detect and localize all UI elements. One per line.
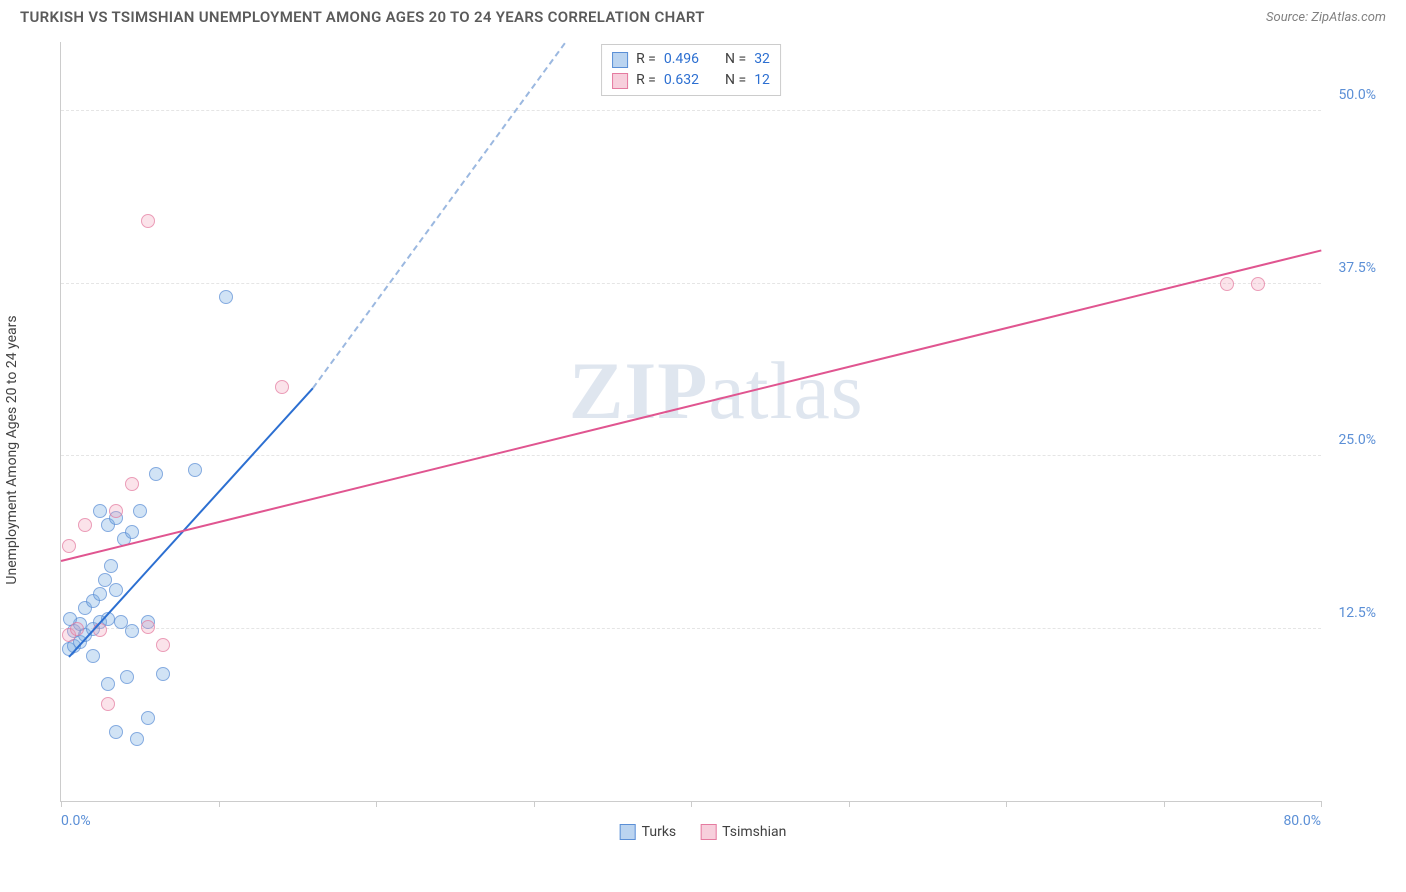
data-point [1251,277,1265,291]
x-tick [61,801,62,807]
x-tick [1321,801,1322,807]
data-point [70,622,84,636]
x-tick [849,801,850,807]
data-point [1220,277,1234,291]
y-tick-label: 50.0% [1338,87,1376,103]
data-point [109,583,123,597]
data-point [149,467,163,481]
x-tick-label: 0.0% [61,813,91,829]
legend-item: Tsimshian [700,824,786,840]
data-point [156,638,170,652]
r-label: R = [636,49,656,70]
n-label: N = [725,49,746,70]
data-point [130,732,144,746]
x-tick [1006,801,1007,807]
data-point [62,539,76,553]
data-point [109,504,123,518]
stats-box: R = 0.496 N = 32 R = 0.632 N = 12 [601,44,781,96]
x-tick [534,801,535,807]
y-tick-label: 12.5% [1338,605,1376,621]
legend-item: Turks [620,824,677,840]
legend-swatch [620,824,636,840]
data-point [101,697,115,711]
data-point [133,504,147,518]
data-point [120,670,134,684]
stats-row: R = 0.632 N = 12 [612,70,770,91]
trend-line [312,42,566,388]
data-point [101,677,115,691]
x-tick [1164,801,1165,807]
y-tick-label: 37.5% [1338,260,1376,276]
data-point [188,463,202,477]
n-value: 12 [754,70,770,91]
r-label: R = [636,70,656,91]
data-point [109,725,123,739]
x-tick [691,801,692,807]
n-label: N = [725,70,746,91]
source-label: Source: ZipAtlas.com [1266,10,1386,25]
r-value: 0.632 [664,70,699,91]
data-point [156,667,170,681]
data-point [93,504,107,518]
scatter-plot: ZIPatlas R =0.496N =32R =0.632N =12 12.5… [60,42,1321,802]
data-point [141,620,155,634]
stats-row: R = 0.496 N = 32 [612,49,770,70]
chart-title: TURKISH VS TSIMSHIAN UNEMPLOYMENT AMONG … [20,8,705,26]
data-point [219,290,233,304]
x-tick-label: 80.0% [1283,813,1321,829]
data-point [141,711,155,725]
trend-line [61,249,1321,561]
data-point [86,649,100,663]
gridline [61,110,1321,111]
r-value: 0.496 [664,49,699,70]
data-point [275,380,289,394]
legend-swatch [612,73,628,89]
gridline [61,283,1321,284]
gridline [61,628,1321,629]
x-tick [219,801,220,807]
data-point [104,559,118,573]
legend-swatch [612,52,628,68]
legend-label: Turks [642,824,677,840]
data-point [93,587,107,601]
data-point [78,518,92,532]
data-point [125,525,139,539]
y-tick-label: 25.0% [1338,432,1376,448]
legend-swatch [700,824,716,840]
legend: Turks Tsimshian [620,824,787,840]
data-point [125,477,139,491]
y-axis-label: Unemployment Among Ages 20 to 24 years [4,315,20,584]
data-point [98,573,112,587]
legend-label: Tsimshian [722,824,786,840]
x-tick [376,801,377,807]
data-point [141,214,155,228]
data-point [125,624,139,638]
n-value: 32 [754,49,770,70]
chart-area: Unemployment Among Ages 20 to 24 years Z… [20,32,1386,852]
